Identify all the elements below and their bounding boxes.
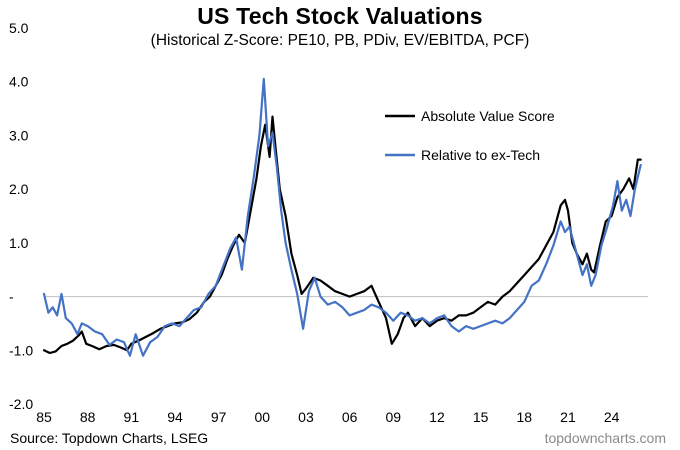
x-tick-label: 09 bbox=[386, 409, 402, 425]
chart-title: US Tech Stock Valuations bbox=[197, 3, 483, 29]
chart-subtitle: (Historical Z-Score: PE10, PB, PDiv, EV/… bbox=[150, 32, 530, 49]
series-line-relative-to-ex-tech bbox=[42, 77, 642, 357]
y-tick-label: - bbox=[9, 289, 14, 305]
series-line-absolute-value-score bbox=[42, 115, 642, 355]
x-tick-label: 15 bbox=[473, 409, 489, 425]
source-note: Source: Topdown Charts, LSEG bbox=[10, 430, 209, 446]
x-tick-label: 06 bbox=[342, 409, 358, 425]
x-tick-label: 03 bbox=[298, 409, 314, 425]
brand-watermark: topdowncharts.com bbox=[544, 430, 666, 446]
x-tick-label: 12 bbox=[429, 409, 445, 425]
series-layer bbox=[42, 77, 642, 357]
legend: Absolute Value Score Relative to ex-Tech bbox=[385, 108, 555, 163]
x-axis: 85 88 91 94 97 00 03 06 09 12 15 18 21 24 bbox=[36, 409, 619, 425]
legend-label: Relative to ex-Tech bbox=[421, 147, 540, 163]
x-tick-label: 00 bbox=[255, 409, 271, 425]
x-tick-label: 94 bbox=[167, 409, 183, 425]
y-tick-label: 3.0 bbox=[9, 127, 29, 143]
y-tick-label: 2.0 bbox=[9, 181, 29, 197]
y-axis: -2.0-1.0-1.02.03.04.05.0 bbox=[9, 20, 33, 412]
y-tick-label: -2.0 bbox=[9, 396, 33, 412]
y-tick-label: 4.0 bbox=[9, 74, 29, 90]
x-tick-label: 18 bbox=[517, 409, 533, 425]
x-tick-label: 88 bbox=[80, 409, 96, 425]
y-tick-label: 1.0 bbox=[9, 235, 29, 251]
x-tick-label: 24 bbox=[604, 409, 620, 425]
y-tick-label: 5.0 bbox=[9, 20, 29, 36]
x-tick-label: 91 bbox=[124, 409, 140, 425]
legend-label: Absolute Value Score bbox=[421, 108, 555, 124]
x-tick-label: 97 bbox=[211, 409, 227, 425]
x-tick-label: 85 bbox=[36, 409, 52, 425]
x-tick-label: 21 bbox=[560, 409, 576, 425]
y-tick-label: -1.0 bbox=[9, 342, 33, 358]
